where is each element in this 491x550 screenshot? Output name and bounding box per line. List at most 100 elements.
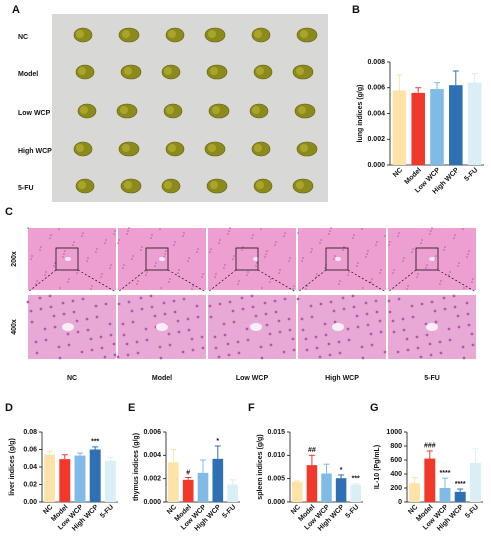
nucleus — [246, 274, 248, 276]
nucleus — [466, 256, 468, 258]
nucleus — [105, 239, 107, 241]
y-tick-label: 0.08 — [23, 429, 37, 436]
nucleus — [149, 294, 153, 298]
nucleus — [191, 288, 193, 290]
y-tick-label: 1000 — [386, 429, 402, 436]
organ-lobe — [124, 67, 132, 75]
nucleus — [50, 234, 52, 236]
nucleus — [231, 309, 235, 313]
significance: ## — [308, 447, 316, 454]
nucleus — [454, 234, 456, 236]
nucleus — [329, 230, 331, 232]
panel-label: F — [248, 402, 255, 414]
nucleus — [177, 330, 181, 334]
nucleus — [191, 348, 195, 352]
nucleus — [443, 249, 445, 251]
nucleus — [348, 271, 350, 273]
nucleus — [29, 309, 33, 313]
x-tick-label: 5-FU — [99, 504, 115, 520]
nucleus — [366, 253, 368, 255]
nucleus — [260, 228, 262, 230]
nucleus — [254, 314, 258, 318]
nucleus — [448, 274, 450, 276]
nucleus — [353, 234, 355, 236]
x-tick-label: NC — [407, 504, 419, 516]
nucleus — [82, 232, 84, 234]
nucleus — [48, 294, 52, 298]
organ-lobe — [208, 30, 216, 38]
x-tick-label: NC — [42, 504, 54, 516]
nucleus — [342, 249, 344, 251]
significance: ### — [424, 443, 436, 450]
nucleus — [402, 260, 404, 262]
nucleus — [433, 309, 437, 313]
nucleus — [328, 353, 332, 357]
nucleus — [457, 265, 459, 267]
nucleus — [159, 228, 161, 230]
panel-label: E — [128, 402, 135, 414]
nucleus — [236, 340, 240, 344]
nucleus — [379, 330, 383, 334]
organ-lobe — [256, 67, 264, 75]
x-tick-label: 5-FU — [464, 504, 480, 520]
nucleus — [447, 327, 451, 331]
tissue-image — [28, 228, 116, 290]
nucleus — [327, 342, 331, 346]
nucleus — [356, 265, 358, 267]
nucleus — [269, 281, 271, 283]
nucleus — [388, 310, 392, 314]
nucleus — [315, 346, 319, 350]
nucleus — [430, 230, 432, 232]
nucleus — [177, 272, 179, 274]
zoom-line — [167, 269, 207, 293]
nucleus — [468, 250, 470, 252]
nucleus — [71, 299, 75, 303]
y-tick-label: 0.000 — [267, 499, 285, 506]
significance: *** — [91, 439, 99, 446]
nucleus — [114, 230, 116, 232]
nucleus — [289, 257, 291, 259]
nucleus — [347, 338, 351, 342]
nucleus — [214, 346, 218, 350]
nucleus — [406, 348, 410, 352]
nucleus — [242, 246, 244, 248]
group-label: NC — [67, 375, 77, 382]
bar — [197, 472, 209, 502]
nucleus — [402, 328, 406, 332]
nucleus — [247, 271, 249, 273]
bar — [430, 89, 444, 165]
nucleus — [132, 255, 134, 257]
group-label: 5-FU — [424, 375, 440, 382]
nucleus — [165, 250, 167, 252]
nucleus — [466, 312, 470, 316]
nucleus — [162, 301, 166, 305]
nucleus — [39, 249, 41, 251]
vessel — [250, 323, 262, 331]
nucleus — [49, 237, 51, 239]
panel-label: B — [352, 4, 360, 16]
y-tick-label: 0.000 — [143, 499, 161, 506]
organ-lobe — [298, 106, 306, 114]
y-axis-label: thymus indices (g/g) — [133, 433, 140, 501]
bar — [439, 488, 451, 502]
nucleus — [49, 305, 53, 309]
nucleus — [287, 317, 291, 321]
nucleus — [117, 302, 121, 306]
magnification-label: 400x — [11, 319, 18, 335]
row-label: Low WCP — [18, 110, 51, 117]
nucleus — [343, 246, 345, 248]
nucleus — [96, 248, 98, 250]
nucleus — [426, 264, 428, 266]
nucleus — [34, 340, 38, 344]
organ-lobe — [300, 30, 308, 38]
nucleus — [410, 304, 414, 308]
nucleus — [229, 227, 231, 229]
bar — [449, 85, 463, 165]
nucleus — [277, 319, 281, 323]
nucleus — [223, 333, 227, 337]
nucleus — [279, 269, 281, 271]
nucleus — [112, 342, 116, 346]
zoom-line — [77, 269, 117, 293]
nucleus — [458, 262, 460, 264]
